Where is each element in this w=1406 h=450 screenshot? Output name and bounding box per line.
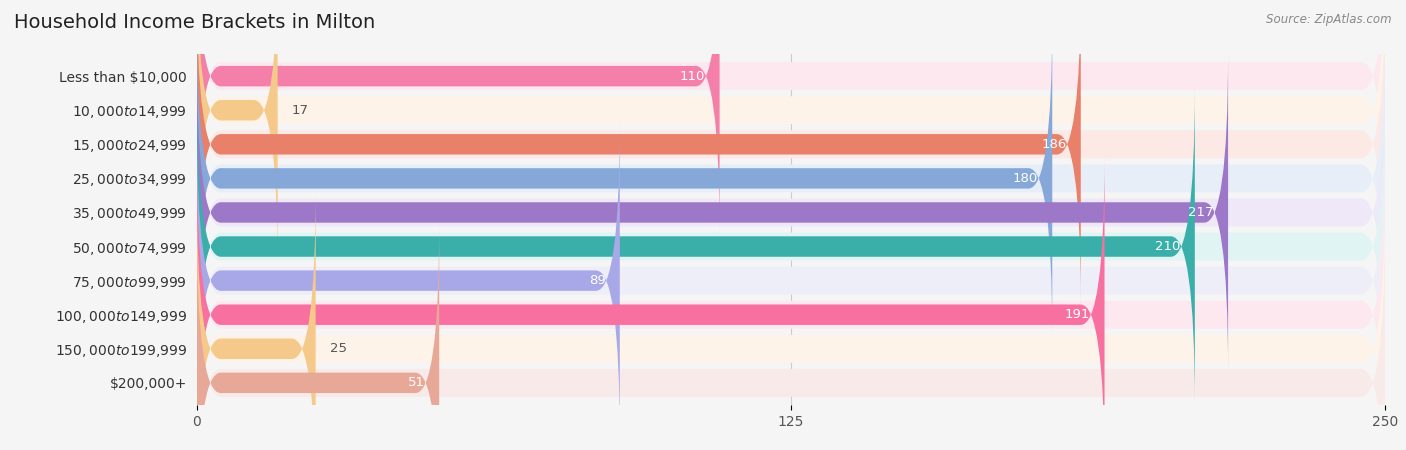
FancyBboxPatch shape	[197, 0, 277, 270]
FancyBboxPatch shape	[197, 154, 1105, 450]
Text: 180: 180	[1012, 172, 1038, 185]
Text: 186: 186	[1042, 138, 1067, 151]
Text: 217: 217	[1188, 206, 1213, 219]
FancyBboxPatch shape	[197, 22, 1385, 335]
FancyBboxPatch shape	[197, 0, 1385, 267]
FancyBboxPatch shape	[197, 189, 316, 450]
FancyBboxPatch shape	[197, 56, 1385, 369]
Text: 110: 110	[681, 70, 706, 83]
Text: Household Income Brackets in Milton: Household Income Brackets in Milton	[14, 14, 375, 32]
Text: 89: 89	[589, 274, 606, 287]
FancyBboxPatch shape	[197, 121, 620, 441]
FancyBboxPatch shape	[197, 192, 1385, 450]
FancyBboxPatch shape	[197, 158, 1385, 450]
Text: 51: 51	[408, 376, 425, 389]
FancyBboxPatch shape	[197, 226, 1385, 450]
Text: Source: ZipAtlas.com: Source: ZipAtlas.com	[1267, 14, 1392, 27]
FancyBboxPatch shape	[197, 86, 1195, 407]
FancyBboxPatch shape	[197, 0, 1081, 305]
FancyBboxPatch shape	[197, 124, 1385, 437]
FancyBboxPatch shape	[197, 0, 1385, 233]
FancyBboxPatch shape	[197, 90, 1385, 403]
FancyBboxPatch shape	[197, 223, 439, 450]
FancyBboxPatch shape	[197, 52, 1227, 373]
Text: 25: 25	[330, 342, 347, 355]
Text: 17: 17	[292, 104, 309, 117]
Text: 210: 210	[1156, 240, 1181, 253]
FancyBboxPatch shape	[197, 0, 1385, 301]
FancyBboxPatch shape	[197, 18, 1052, 338]
Text: 191: 191	[1064, 308, 1090, 321]
FancyBboxPatch shape	[197, 0, 720, 236]
